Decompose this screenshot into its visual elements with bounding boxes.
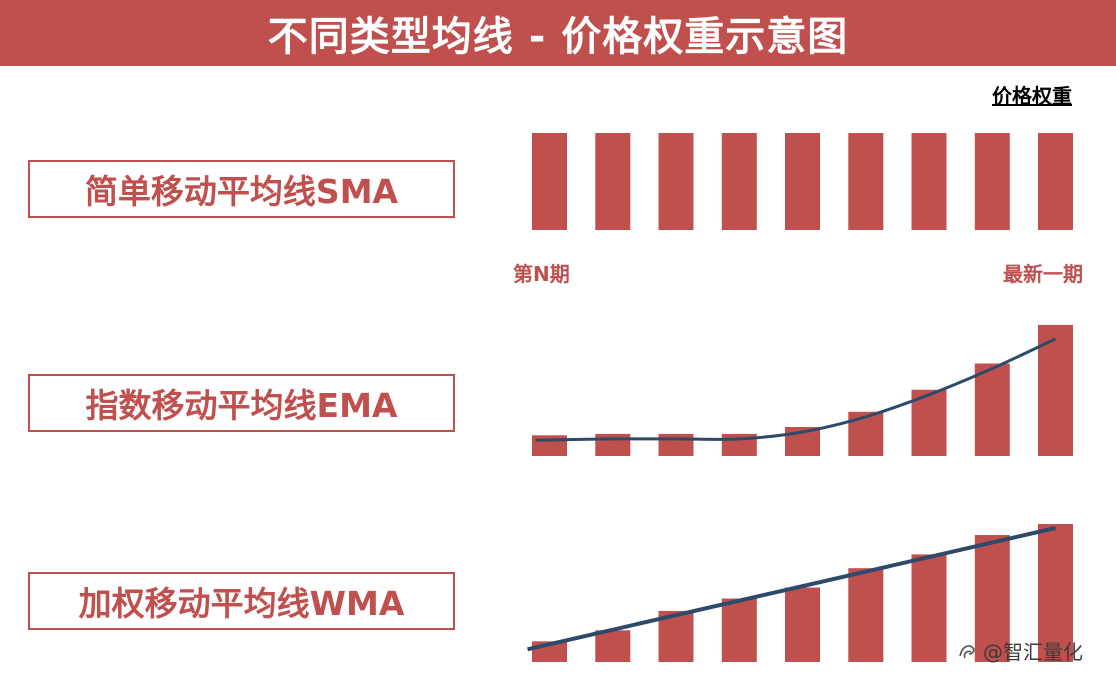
wma-bar-6: [848, 568, 884, 662]
wma-label-box: 加权移动平均线WMA: [28, 572, 455, 630]
ema-bar-9: [1038, 324, 1073, 456]
ema-bar-7: [911, 389, 947, 456]
axis-label-latest: 最新一期: [1003, 262, 1083, 286]
sma-bar-3: [658, 133, 694, 230]
wma-bar-2: [595, 630, 631, 662]
ema-trend-curve: [535, 337, 1057, 442]
sma-bar-5: [785, 133, 820, 230]
watermark-text: @智汇量化: [983, 640, 1083, 664]
wma-bar-9: [1038, 524, 1073, 662]
sma-bar-1: [532, 133, 567, 230]
sma-bar-9: [1038, 133, 1073, 230]
sma-label-box: 简单移动平均线SMA: [28, 160, 455, 218]
sma-bar-8: [974, 133, 1010, 230]
sma-bar-4: [721, 133, 757, 230]
ema-bar-8: [974, 363, 1010, 456]
sma-bar-6: [848, 133, 884, 230]
wma-bar-7: [911, 554, 947, 662]
sma-bar-2: [595, 133, 631, 230]
ema-bar-3: [658, 433, 694, 456]
watermark: @智汇量化: [957, 636, 1083, 665]
ema-bar-6: [848, 411, 884, 456]
weight-label: 价格权重: [992, 84, 1072, 108]
wma-bar-5: [785, 587, 820, 662]
sma-bar-7: [911, 133, 947, 230]
wma-bar-8: [974, 535, 1010, 662]
watermark-logo-icon: [959, 644, 975, 658]
wma-trend-line: [527, 526, 1056, 652]
ema-bar-2: [595, 433, 631, 456]
axis-label-oldest: 第N期: [513, 262, 570, 286]
ema-label-box: 指数移动平均线EMA: [28, 374, 455, 432]
wma-bar-4: [721, 598, 757, 662]
page-title: 不同类型均线 - 价格权重示意图: [0, 0, 1116, 66]
